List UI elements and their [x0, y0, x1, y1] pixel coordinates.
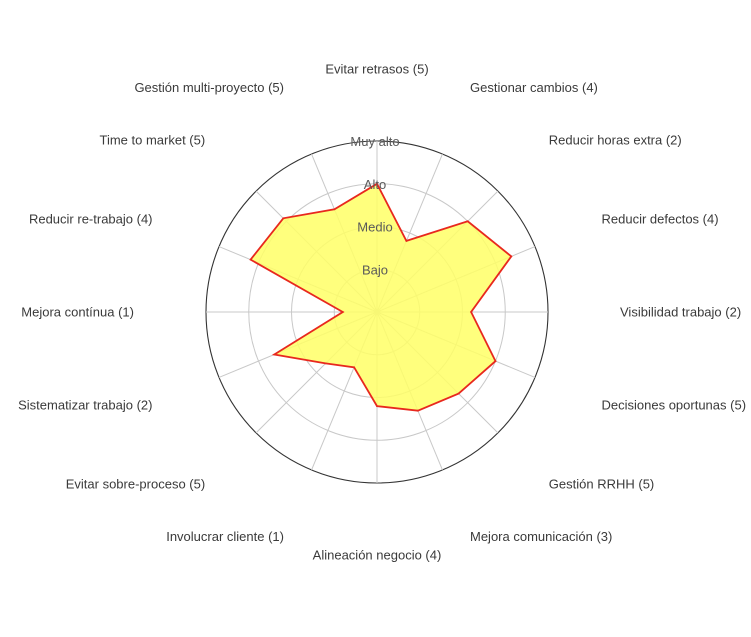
radar-data-point	[333, 208, 336, 211]
radar-level-labels: Bajo Medio Alto Muy alto	[350, 134, 399, 277]
radar-axis-label: Reducir re-trabajo (4)	[29, 212, 153, 227]
radar-axis-label: Time to market (5)	[99, 133, 205, 148]
radar-axis-label: Sistematizar trabajo (2)	[18, 398, 152, 413]
radar-axis-label: Evitar sobre-proceso (5)	[66, 476, 205, 491]
radar-axis-label: Decisiones oportunas (5)	[602, 398, 747, 413]
radar-data-point	[376, 405, 378, 407]
radar-axis-label: Gestión multi-proyecto (5)	[134, 80, 284, 95]
radar-level-label: Medio	[357, 220, 392, 235]
radar-axis-label: Alineación negocio (4)	[313, 548, 442, 563]
radar-data-point	[417, 409, 419, 412]
radar-data-point	[341, 311, 344, 313]
radar-axis-label: Evitar retrasos (5)	[325, 62, 428, 77]
radar-data-point	[405, 240, 408, 242]
radar-data-point	[324, 362, 327, 365]
radar-level-label: Muy alto	[350, 134, 399, 149]
radar-data-point	[282, 217, 285, 220]
radar-axis-label: Visibilidad trabajo (2)	[620, 305, 741, 320]
radar-axis-labels: Evitar retrasos (5) Gestionar cambios (4)…	[18, 62, 746, 563]
radar-axis-label: Mejora comunicación (3)	[470, 529, 612, 544]
radar-data-point	[273, 353, 276, 356]
radar-series	[249, 182, 513, 412]
radar-series-area	[249, 182, 513, 412]
radar-axis-label: Gestionar cambios (4)	[470, 80, 598, 95]
radar-level-label: Alto	[364, 177, 386, 192]
radar-axis-label: Involucrar cliente (1)	[166, 529, 284, 544]
radar-axis-label: Mejora contínua (1)	[21, 305, 134, 320]
radar-axis-label: Reducir horas extra (2)	[549, 133, 682, 148]
radar-data-point	[457, 392, 460, 395]
radar-data-point	[510, 255, 513, 258]
radar-data-point	[470, 311, 472, 313]
radar-data-point	[249, 258, 252, 261]
radar-axis-label: Reducir defectos (4)	[602, 212, 719, 227]
radar-data-point	[466, 220, 469, 223]
radar-data-point	[353, 366, 355, 369]
radar-axis-label: Gestión RRHH (5)	[549, 476, 654, 491]
radar-data-point	[376, 182, 378, 185]
radar-level-label: Bajo	[362, 262, 388, 277]
radar-data-point	[494, 360, 497, 362]
